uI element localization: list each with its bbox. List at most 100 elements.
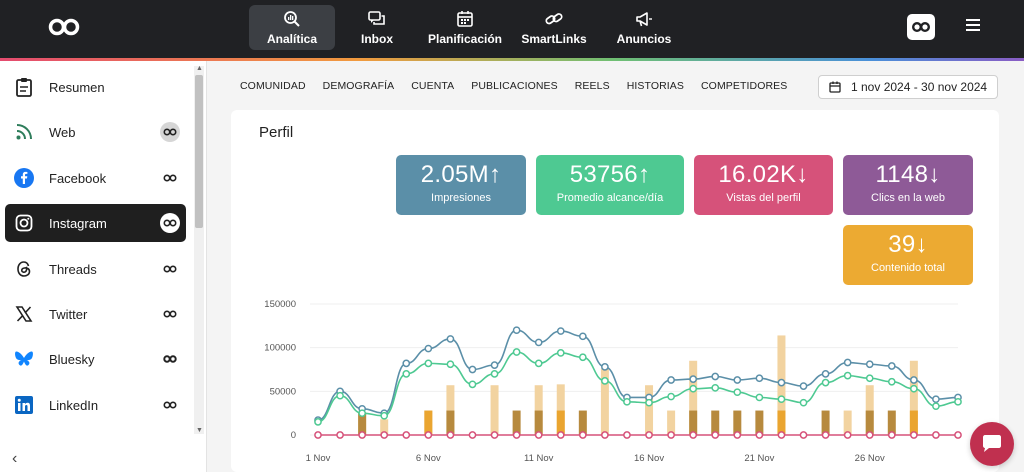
tab-publicaciones[interactable]: PUBLICACIONES bbox=[471, 80, 558, 92]
bar bbox=[689, 360, 698, 435]
kpi-value: 16.02K bbox=[718, 161, 797, 188]
data-point bbox=[799, 398, 808, 407]
tab-historias[interactable]: HISTORIAS bbox=[626, 80, 684, 92]
data-point bbox=[755, 431, 764, 439]
bar bbox=[667, 410, 676, 435]
x-tick-label: 11 Nov bbox=[524, 453, 554, 464]
sidebar-item-label: Resumen bbox=[49, 79, 105, 95]
kpi-vistas-perfil: 16.02K↓ Vistas del perfil bbox=[694, 155, 833, 215]
nav-analitica[interactable]: Analítica bbox=[249, 5, 335, 50]
sidebar-item-linkedin[interactable]: LinkedIn bbox=[5, 386, 186, 424]
data-point bbox=[556, 327, 565, 335]
data-point bbox=[887, 362, 896, 370]
connection-badge-icon bbox=[160, 395, 180, 415]
clipboard-icon bbox=[13, 76, 35, 98]
x-tick-label: 1 Nov bbox=[306, 453, 331, 464]
sidebar-item-label: LinkedIn bbox=[49, 397, 99, 413]
scroll-down-icon[interactable]: ▼ bbox=[196, 427, 203, 434]
bar bbox=[534, 385, 543, 435]
data-point bbox=[689, 375, 698, 383]
bar bbox=[358, 412, 367, 435]
sidebar-item-threads[interactable]: Threads bbox=[5, 250, 186, 288]
date-range-picker[interactable]: 1 nov 2024 - 30 nov 2024 bbox=[818, 75, 998, 99]
data-point bbox=[910, 376, 918, 384]
sidebar-item-twitter[interactable]: Twitter bbox=[5, 295, 186, 333]
brand-avatar[interactable] bbox=[907, 14, 935, 40]
data-point bbox=[932, 402, 940, 411]
data-point bbox=[623, 431, 631, 439]
sidebar-item-label: Instagram bbox=[49, 215, 107, 231]
section-title: Perfil bbox=[259, 124, 294, 141]
sidebar-item-label: Bluesky bbox=[49, 351, 95, 367]
tab-cuenta[interactable]: CUENTA bbox=[411, 80, 455, 92]
support-chat-button[interactable] bbox=[970, 422, 1014, 466]
data-point bbox=[711, 372, 720, 381]
data-point bbox=[556, 349, 565, 357]
x-icon bbox=[13, 303, 35, 325]
sidebar-item-label: Threads bbox=[49, 261, 97, 277]
bluesky-icon bbox=[13, 348, 35, 370]
data-point bbox=[424, 344, 433, 353]
analytics-icon bbox=[284, 10, 300, 27]
facebook-icon bbox=[13, 167, 35, 189]
metricool-logo[interactable] bbox=[47, 17, 81, 37]
calendar-icon bbox=[457, 10, 473, 27]
data-point bbox=[336, 431, 344, 439]
date-range-label: 1 nov 2024 - 30 nov 2024 bbox=[851, 80, 988, 94]
data-point bbox=[954, 397, 962, 406]
kpi-promedio-alcance: 53756↑ Promedio alcance/día bbox=[536, 155, 684, 215]
arrow-up-icon: ↑ bbox=[488, 161, 502, 188]
tab-competidores[interactable]: COMPETIDORES bbox=[701, 80, 788, 92]
menu-icon[interactable] bbox=[966, 19, 980, 31]
tab-reels[interactable]: REELS bbox=[574, 80, 610, 92]
bar bbox=[556, 384, 565, 435]
bar bbox=[821, 410, 830, 435]
bar bbox=[645, 385, 654, 435]
bar bbox=[755, 410, 764, 435]
data-point bbox=[402, 370, 411, 378]
data-point bbox=[821, 370, 830, 378]
data-point bbox=[932, 395, 940, 404]
data-point bbox=[932, 431, 940, 439]
data-point bbox=[490, 431, 499, 439]
data-point bbox=[667, 392, 675, 401]
threads-icon bbox=[13, 258, 35, 280]
arrow-down-icon: ↓ bbox=[915, 231, 928, 258]
bar bbox=[733, 410, 742, 435]
sidebar-item-instagram[interactable]: Instagram bbox=[5, 204, 186, 242]
sidebar-item-label: Web bbox=[49, 124, 76, 140]
bar bbox=[711, 410, 720, 435]
data-point bbox=[314, 431, 322, 439]
nav-label: Inbox bbox=[361, 31, 393, 46]
nav-anuncios[interactable]: Anuncios bbox=[601, 5, 687, 50]
connection-badge-icon bbox=[160, 213, 180, 233]
scroll-up-icon[interactable]: ▲ bbox=[196, 65, 203, 72]
nav-label: Analítica bbox=[266, 31, 317, 46]
data-point bbox=[578, 431, 587, 439]
data-point bbox=[843, 431, 852, 439]
bar bbox=[446, 385, 455, 435]
tab-comunidad[interactable]: COMUNIDAD bbox=[240, 80, 306, 92]
sidebar-scrollbar-thumb[interactable] bbox=[195, 75, 203, 228]
data-point bbox=[777, 395, 786, 404]
collapse-sidebar-icon[interactable]: ‹ bbox=[12, 450, 18, 467]
nav-label: Anuncios bbox=[616, 31, 672, 46]
sidebar-item-resumen[interactable]: Resumen bbox=[5, 68, 186, 106]
sidebar-item-facebook[interactable]: Facebook bbox=[5, 159, 186, 197]
data-point bbox=[667, 431, 675, 439]
bar bbox=[380, 419, 389, 435]
tab-demografia[interactable]: DEMOGRAFÍA bbox=[322, 80, 395, 92]
series-line bbox=[317, 351, 959, 423]
bar bbox=[578, 410, 587, 435]
nav-inbox[interactable]: Inbox bbox=[334, 5, 420, 50]
data-point bbox=[534, 431, 543, 439]
data-point bbox=[910, 431, 918, 439]
data-point bbox=[887, 377, 896, 386]
nav-smartlinks[interactable]: SmartLinks bbox=[511, 5, 597, 50]
nav-planificacion[interactable]: Planificación bbox=[422, 5, 508, 50]
data-point bbox=[711, 383, 720, 392]
data-point bbox=[578, 332, 587, 341]
sidebar-item-web[interactable]: Web bbox=[5, 113, 186, 151]
sidebar-scrollbar[interactable] bbox=[194, 66, 204, 434]
sidebar-item-bluesky[interactable]: Bluesky bbox=[5, 340, 186, 378]
